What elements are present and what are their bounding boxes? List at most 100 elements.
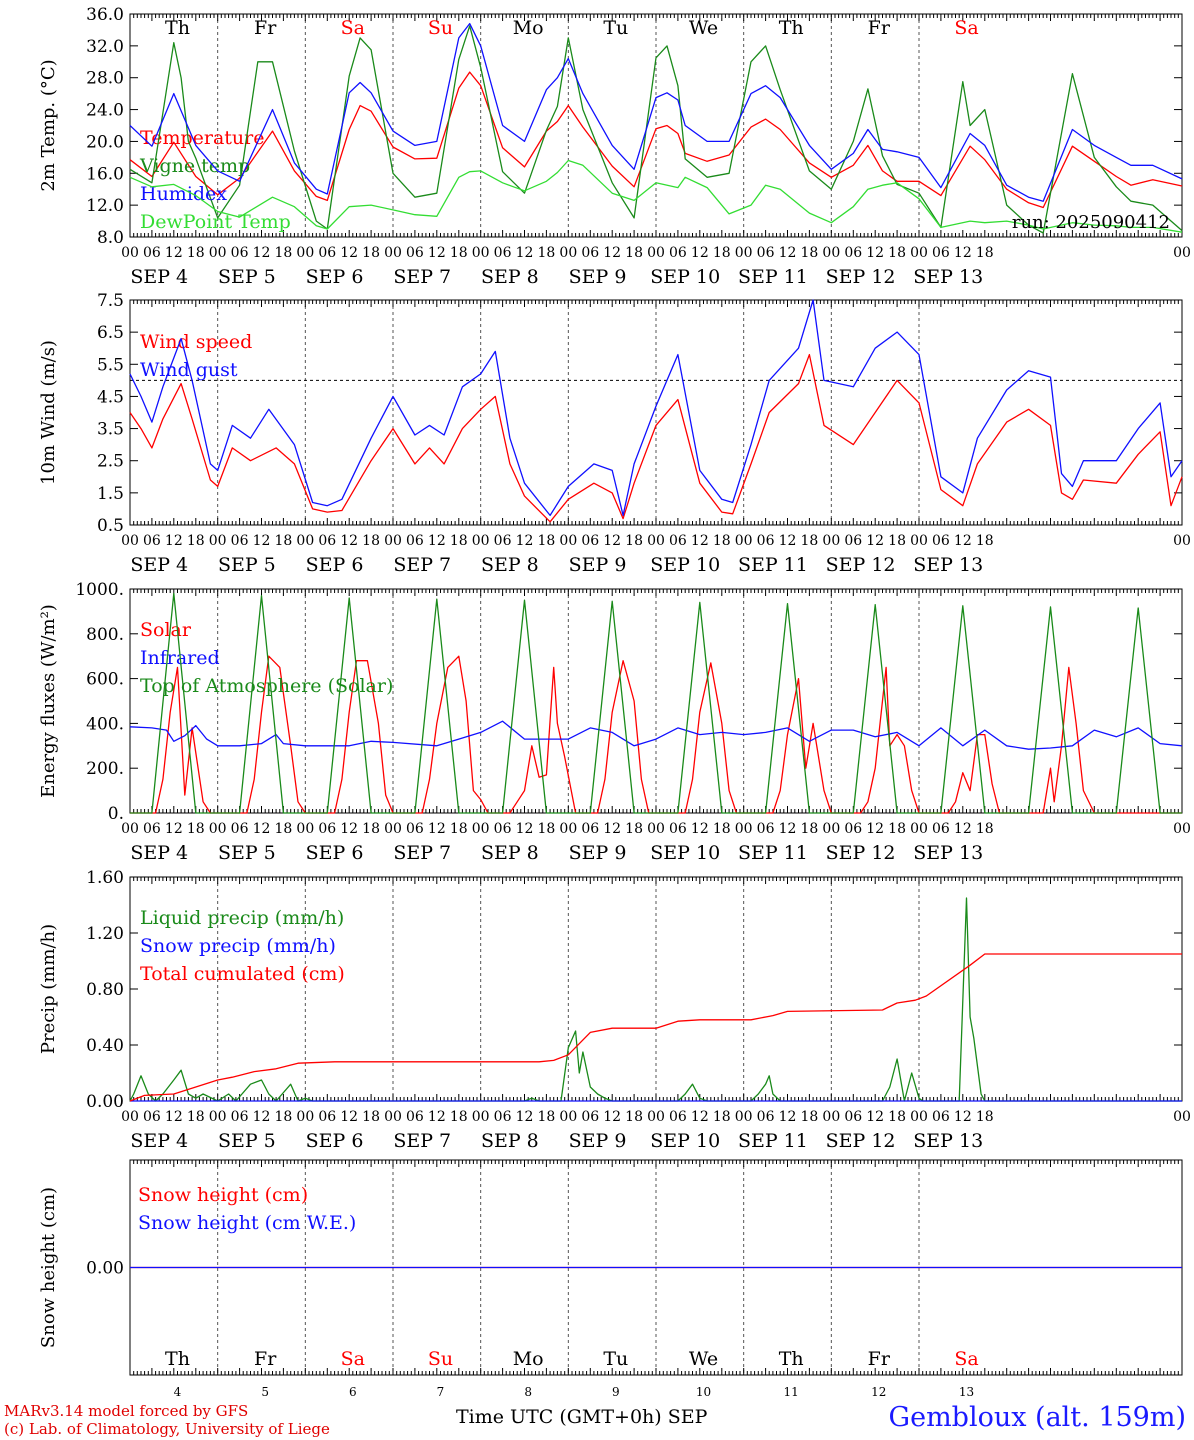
hour-label: 18	[801, 821, 819, 837]
hour-label: 00	[822, 245, 840, 261]
hour-label: 00	[910, 533, 928, 549]
hour-label: 06	[757, 533, 775, 549]
hour-label: 06	[231, 1109, 249, 1125]
hour-label: 12	[516, 1109, 534, 1125]
hour-label: 06	[932, 1109, 950, 1125]
legend-label: Total cumulated (cm)	[140, 963, 345, 985]
hour-label: 12	[603, 1109, 621, 1125]
hour-label: 12	[516, 245, 534, 261]
hour-label: 12	[516, 533, 534, 549]
date-label: SEP 13	[913, 1130, 983, 1152]
weekday-label: Th	[165, 1348, 190, 1370]
hour-label: 00	[822, 821, 840, 837]
hour-label: 00	[647, 533, 665, 549]
hour-label: 12	[253, 245, 271, 261]
date-label: SEP 12	[826, 266, 896, 288]
y-tick-label: 24.0	[86, 101, 124, 121]
hour-label: 18	[362, 1109, 380, 1125]
date-label: SEP 5	[218, 1130, 276, 1152]
time-ticks	[129, 589, 1183, 813]
date-label: SEP 10	[650, 842, 720, 864]
hour-label: 12	[691, 1109, 709, 1125]
date-label: SEP 10	[650, 554, 720, 576]
date-label: SEP 7	[393, 842, 451, 864]
date-label: SEP 12	[826, 842, 896, 864]
series-line	[129, 22, 1183, 202]
hour-label: 12	[428, 245, 446, 261]
y-tick-label: 1.20	[86, 924, 124, 944]
hour-label: 06	[757, 821, 775, 837]
y-tick-label: 0.80	[86, 980, 124, 1000]
hour-label: 06	[318, 1109, 336, 1125]
hour-label: 12	[165, 245, 183, 261]
hour-label: 06	[844, 245, 862, 261]
hour-label: 06	[406, 821, 424, 837]
y-tick-label: 28.0	[86, 69, 124, 89]
hour-label: 06	[318, 245, 336, 261]
hour-label: 18	[713, 245, 731, 261]
hour-label: 12	[866, 245, 884, 261]
hour-label: 06	[581, 245, 599, 261]
day-number-label: 9	[612, 1385, 620, 1399]
hour-label: 12	[253, 821, 271, 837]
hour-label: 12	[428, 1109, 446, 1125]
hour-label: 18	[625, 245, 643, 261]
y-tick-label: 16.0	[86, 164, 124, 184]
hour-label: 12	[165, 1109, 183, 1125]
hour-label: 06	[581, 1109, 599, 1125]
hour-label: 12	[954, 821, 972, 837]
hour-label: 00	[647, 821, 665, 837]
hour-label: 12	[779, 245, 797, 261]
hour-label: 12	[779, 1109, 797, 1125]
hour-label: 12	[779, 821, 797, 837]
hour-label: 18	[187, 245, 205, 261]
hour-label: 06	[494, 821, 512, 837]
legend-label: Snow precip (mm/h)	[140, 935, 336, 957]
date-label: SEP 10	[650, 266, 720, 288]
day-number-label: 4	[174, 1385, 182, 1399]
hour-label: 06	[406, 533, 424, 549]
hour-label: 18	[187, 1109, 205, 1125]
date-label: SEP 4	[130, 266, 188, 288]
date-label: SEP 4	[130, 1130, 188, 1152]
day-number-label: 7	[437, 1385, 445, 1399]
y-tick-label: 1.60	[86, 868, 124, 888]
time-ticks	[129, 1160, 1183, 1375]
legend-label: Humidex	[140, 183, 227, 205]
hour-label: 00	[384, 533, 402, 549]
hour-label: 18	[888, 821, 906, 837]
date-label: SEP 11	[738, 1130, 808, 1152]
weekday-label: Su	[428, 17, 453, 39]
date-label: SEP 6	[306, 266, 364, 288]
hour-label: 18	[275, 1109, 293, 1125]
hour-label: 00	[209, 821, 227, 837]
hour-label: 00	[1173, 1109, 1191, 1125]
hour-label: 18	[275, 245, 293, 261]
run-annotation: run: 2025090412	[1012, 212, 1170, 233]
y-tick-label: 3.5	[97, 420, 124, 440]
date-label: SEP 10	[650, 1130, 720, 1152]
y-axis-label: 2m Temp. (°C)	[38, 59, 59, 191]
hour-label: 06	[757, 1109, 775, 1125]
hour-label: 18	[275, 533, 293, 549]
series-line	[129, 299, 1183, 517]
y-axis-label: Energy fluxes (W/m²)	[38, 604, 59, 798]
weekday-label: Su	[428, 1348, 453, 1370]
hour-label: 00	[1173, 533, 1191, 549]
y-tick-label: 800.	[86, 625, 124, 645]
hour-label: 12	[954, 1109, 972, 1125]
hour-label: 06	[494, 245, 512, 261]
legend-label: Temperature	[140, 127, 264, 149]
hour-label: 00	[209, 1109, 227, 1125]
y-tick-label: 0.00	[86, 1092, 124, 1112]
hour-label: 18	[450, 245, 468, 261]
y-tick-label: 4.5	[97, 387, 124, 407]
weekday-label: Th	[165, 17, 190, 39]
date-label: SEP 12	[826, 1130, 896, 1152]
hour-label: 06	[231, 533, 249, 549]
hour-label: 18	[187, 821, 205, 837]
hour-label: 00	[384, 821, 402, 837]
hour-label: 18	[976, 533, 994, 549]
hour-label: 18	[713, 821, 731, 837]
